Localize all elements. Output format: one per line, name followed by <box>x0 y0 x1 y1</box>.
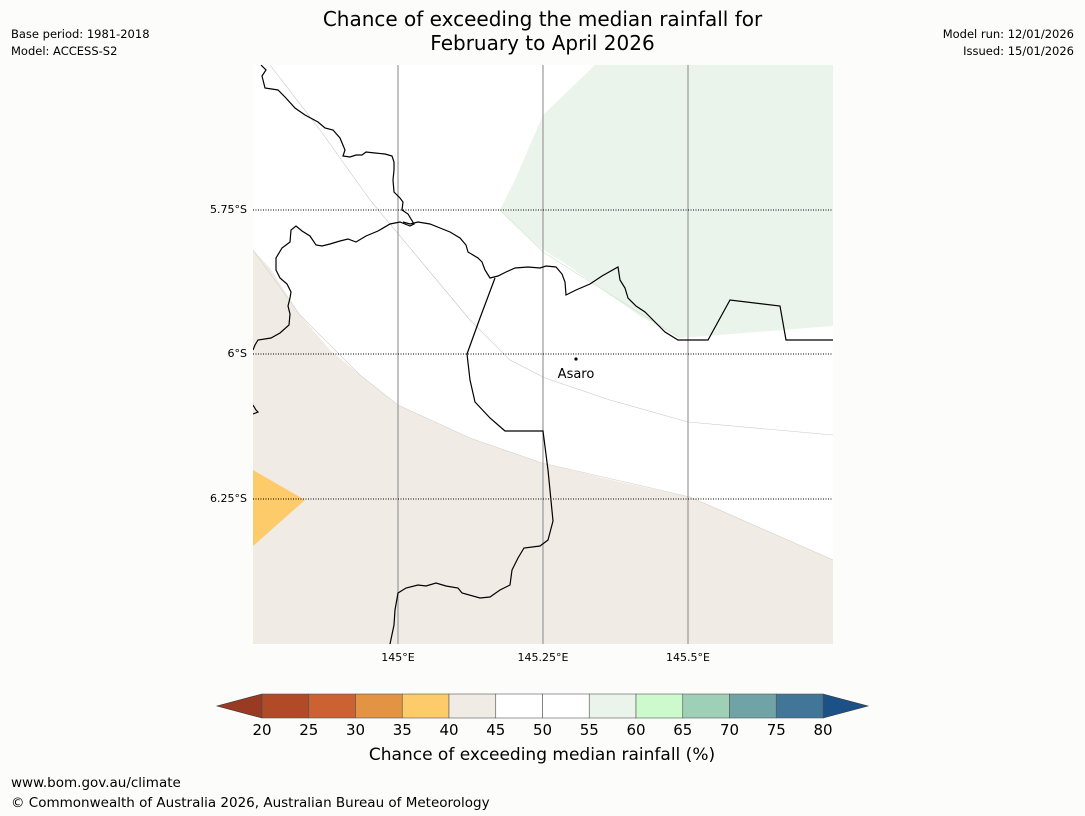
colorbar-over-arrow <box>822 693 870 719</box>
colorbar-tick-65: 65 <box>673 721 692 739</box>
colorbar-tick-45: 45 <box>486 721 505 739</box>
colorbar-title: Chance of exceeding median rainfall (%) <box>368 745 716 765</box>
colorbar-bins <box>261 693 824 719</box>
colorbar-bin-35-40 <box>401 693 450 719</box>
lat-label-5-75s: 5.75°S <box>210 203 247 216</box>
map-title-line2: February to April 2026 <box>430 31 655 55</box>
colorbar: 20 25 30 35 40 45 50 55 60 65 70 75 80 <box>215 693 870 739</box>
boundary-west-fragment <box>253 404 260 415</box>
colorbar-bin-65-70 <box>682 693 730 719</box>
meta-left: Base period: 1981-2018 Model: ACCESS-S2 <box>11 26 150 60</box>
issued-text: Issued: 15/01/2026 <box>963 44 1074 58</box>
asaro-label: Asaro <box>558 367 595 382</box>
colorbar-bin-50-55 <box>542 693 590 719</box>
colorbar-tick-80: 80 <box>813 721 832 739</box>
colorbar-bin-25-30 <box>308 693 356 719</box>
lon-label-145-25e: 145.25°E <box>518 651 569 664</box>
zone-35-40 <box>253 470 305 546</box>
contour-line-green <box>499 209 681 339</box>
colorbar-tick-60: 60 <box>626 721 645 739</box>
colorbar-bin-60-65 <box>635 693 684 719</box>
colorbar-tick-35: 35 <box>393 721 412 739</box>
lon-label-145e: 145°E <box>381 651 414 664</box>
colorbar-bin-45-50 <box>495 693 543 719</box>
colorbar-tick-50: 50 <box>533 721 552 739</box>
boundary-central <box>402 221 833 341</box>
map-panel[interactable]: Asaro <box>253 65 833 644</box>
zone-55-60 <box>500 65 833 338</box>
colorbar-bin-20-25 <box>261 693 310 719</box>
asaro-marker[interactable] <box>574 357 578 361</box>
longitude-labels: 145°E 145.25°E 145.5°E <box>381 651 710 664</box>
latitude-labels: 5.75°S 6°S 6.25°S <box>210 203 247 505</box>
boundary-west-east <box>389 277 554 644</box>
lon-label-145-5e: 145.5°E <box>666 651 710 664</box>
model-text: Model: ACCESS-S2 <box>11 44 118 58</box>
lat-label-6-25s: 6.25°S <box>210 492 247 505</box>
footer-url[interactable]: www.bom.gov.au/climate <box>11 775 181 791</box>
meta-right: Model run: 12/01/2026 Issued: 15/01/2026 <box>943 26 1074 60</box>
colorbar-bin-40-45 <box>448 693 497 719</box>
colorbar-tick-labels: 20 25 30 35 40 45 50 55 60 65 70 75 80 <box>252 721 832 739</box>
model-run-text: Model run: 12/01/2026 <box>942 27 1074 41</box>
colorbar-bin-70-75 <box>729 693 777 719</box>
colorbar-bin-30-35 <box>355 693 403 719</box>
footer-copyright: © Commonwealth of Australia 2026, Austra… <box>11 795 490 811</box>
colorbar-bin-75-80 <box>775 693 824 719</box>
colorbar-tick-70: 70 <box>720 721 739 739</box>
colorbar-tick-40: 40 <box>439 721 458 739</box>
map-title-line1: Chance of exceeding the median rainfall … <box>322 7 763 31</box>
boundary-north <box>253 65 415 351</box>
base-period-text: Base period: 1981-2018 <box>11 27 150 41</box>
colorbar-under-arrow <box>215 693 263 719</box>
colorbar-tick-55: 55 <box>580 721 599 739</box>
contour-line <box>269 65 833 436</box>
lat-label-6s: 6°S <box>228 347 247 360</box>
map-title: Chance of exceeding the median rainfall … <box>0 7 1085 55</box>
colorbar-tick-25: 25 <box>299 721 318 739</box>
province-boundaries <box>253 65 833 644</box>
latitude-gridlines <box>253 209 833 500</box>
contour-line-beige <box>253 249 833 561</box>
longitude-gridlines <box>397 65 689 644</box>
colorbar-bin-55-60 <box>588 693 637 719</box>
colorbar-tick-75: 75 <box>767 721 786 739</box>
colorbar-tick-30: 30 <box>346 721 365 739</box>
colorbar-tick-20: 20 <box>252 721 271 739</box>
